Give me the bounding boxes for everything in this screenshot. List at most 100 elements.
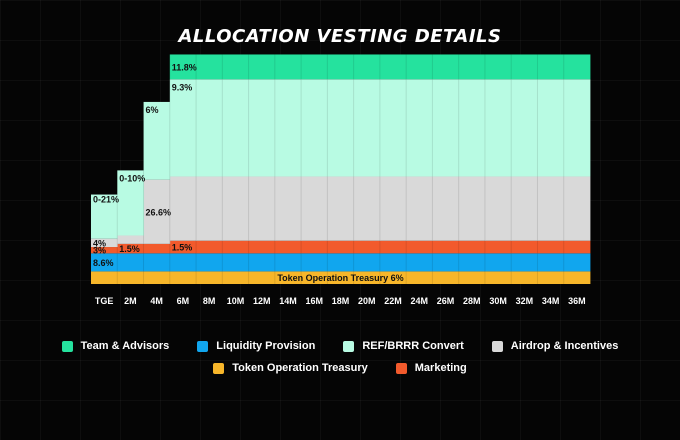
segment-ref-brrr-convert-16m [301, 79, 328, 177]
segment-liquidity-provision-24m [406, 253, 433, 272]
segment-liquidity-provision-12m [248, 253, 276, 272]
segment-ref-brrr-convert-tge [91, 194, 118, 239]
data-label: 11.8% [172, 62, 197, 72]
segment-team-advisors-10m [222, 54, 249, 80]
segment-ref-brrr-convert-14m [274, 79, 302, 177]
segment-team-advisors-8m [196, 54, 223, 80]
legend-item-liquidity-provision: Liquidity Provision [197, 340, 315, 352]
data-label: 0-10% [119, 173, 145, 183]
legend-item-token-operation-treasury: Token Operation Treasury [213, 362, 368, 374]
segment-airdrop-incentives-18m [327, 176, 355, 241]
segment-liquidity-provision-8m [196, 253, 223, 272]
segment-ref-brrr-convert-24m [406, 79, 433, 177]
segment-marketing-6m [169, 240, 197, 254]
x-tick-label: 32M [516, 296, 534, 306]
segment-marketing-20m [353, 240, 381, 254]
data-label: 8.6% [93, 258, 114, 268]
segment-ref-brrr-convert-34m [537, 79, 565, 177]
segment-token-operation-treasury-10m [222, 271, 249, 284]
data-label: 6% [146, 105, 159, 115]
segment-liquidity-provision-tge [91, 253, 118, 272]
segment-ref-brrr-convert-30m [484, 79, 512, 177]
legend-row-1: Team & Advisors Liquidity Provision REF/… [0, 340, 680, 352]
legend-swatch-marketing [395, 362, 407, 374]
x-tick-label: 20M [358, 296, 376, 306]
segment-liquidity-provision-32m [511, 253, 538, 272]
segment-airdrop-incentives-34m [537, 176, 565, 241]
segment-liquidity-provision-36m [563, 253, 591, 272]
segment-airdrop-incentives-36m [563, 176, 591, 241]
legend-item-airdrop-incentives: Airdrop & Incentives [491, 340, 619, 352]
x-tick-label: 16M [305, 296, 323, 306]
segment-airdrop-incentives-24m [406, 176, 433, 241]
segment-token-operation-treasury-34m [537, 271, 565, 284]
x-tick-label: 2M [124, 296, 137, 306]
segment-team-advisors-6m [169, 54, 197, 80]
segment-team-advisors-36m [563, 54, 591, 80]
segment-token-operation-treasury-20m [353, 271, 381, 284]
segment-marketing-34m [537, 240, 565, 254]
segment-token-operation-treasury-26m [432, 271, 460, 284]
series-airdrop-incentives [91, 176, 591, 248]
x-tick-label: 14M [279, 296, 297, 306]
segment-marketing-12m [248, 240, 276, 254]
segment-marketing-36m [563, 240, 591, 254]
data-label: 3% [93, 246, 106, 256]
segment-marketing-14m [274, 240, 302, 254]
segment-airdrop-incentives-32m [511, 176, 538, 241]
segment-team-advisors-28m [458, 54, 486, 80]
segment-marketing-18m [327, 240, 355, 254]
segment-ref-brrr-convert-18m [327, 79, 355, 177]
segment-ref-brrr-convert-20m [353, 79, 381, 177]
segment-ref-brrr-convert-4m [143, 101, 171, 180]
vesting-chart: TGE 2M 4M 6M 8M 10M 12M 14M 16M 18M 20M 22M 24M 26M 28… [91, 54, 591, 306]
segment-token-operation-treasury-12m [248, 271, 276, 284]
data-label: 4% [93, 238, 106, 248]
segment-token-operation-treasury-22m [379, 271, 407, 284]
segment-token-operation-treasury-tge [91, 271, 118, 284]
segment-liquidity-provision-10m [222, 253, 249, 272]
segment-token-operation-treasury-6m [169, 271, 197, 284]
series-liquidity-provision [91, 253, 591, 272]
segment-token-operation-treasury-8m [196, 271, 223, 284]
segment-airdrop-incentives-6m [169, 176, 197, 241]
segment-liquidity-provision-6m [169, 253, 197, 272]
segment-team-advisors-14m [274, 54, 302, 80]
segment-token-operation-treasury-32m [511, 271, 538, 284]
segment-token-operation-treasury-24m [406, 271, 433, 284]
segment-liquidity-provision-26m [432, 253, 460, 272]
segment-airdrop-incentives-14m [274, 176, 302, 241]
segment-ref-brrr-convert-26m [432, 79, 460, 177]
segment-ref-brrr-convert-10m [222, 79, 249, 177]
data-label: 9.3% [172, 82, 193, 92]
segment-marketing-28m [458, 240, 486, 254]
segment-team-advisors-16m [301, 54, 328, 80]
segment-marketing-4m [143, 243, 171, 254]
legend-swatch-ref-brrr-convert [343, 340, 355, 352]
x-tick-label: 12M [253, 296, 271, 306]
legend-swatch-airdrop-incentives [491, 340, 503, 352]
segment-ref-brrr-convert-6m [169, 79, 197, 177]
segment-ref-brrr-convert-28m [458, 79, 486, 177]
legend-label: Token Operation Treasury [232, 362, 368, 374]
x-tick-label: 4M [150, 296, 163, 306]
segment-marketing-2m [117, 243, 144, 254]
legend-label: Airdrop & Incentives [510, 340, 619, 352]
x-tick-label: 26M [437, 296, 455, 306]
series-marketing [91, 240, 591, 254]
data-label: 1.5% [119, 244, 140, 254]
segment-airdrop-incentives-2m [117, 235, 144, 244]
segment-token-operation-treasury-16m [301, 271, 328, 284]
data-label: 1.5% [172, 243, 193, 253]
segment-team-advisors-18m [327, 54, 355, 80]
x-tick-label: 30M [489, 296, 507, 306]
segment-marketing-26m [432, 240, 460, 254]
segment-token-operation-treasury-2m [117, 271, 144, 284]
data-label: 26.6% [146, 207, 172, 217]
segment-token-operation-treasury-28m [458, 271, 486, 284]
segment-ref-brrr-convert-2m [117, 170, 144, 236]
legend-label: Team & Advisors [80, 340, 170, 352]
segment-airdrop-incentives-16m [301, 176, 328, 241]
segment-team-advisors-20m [353, 54, 381, 80]
legend-row-2: Token Operation Treasury Marketing [0, 362, 680, 374]
